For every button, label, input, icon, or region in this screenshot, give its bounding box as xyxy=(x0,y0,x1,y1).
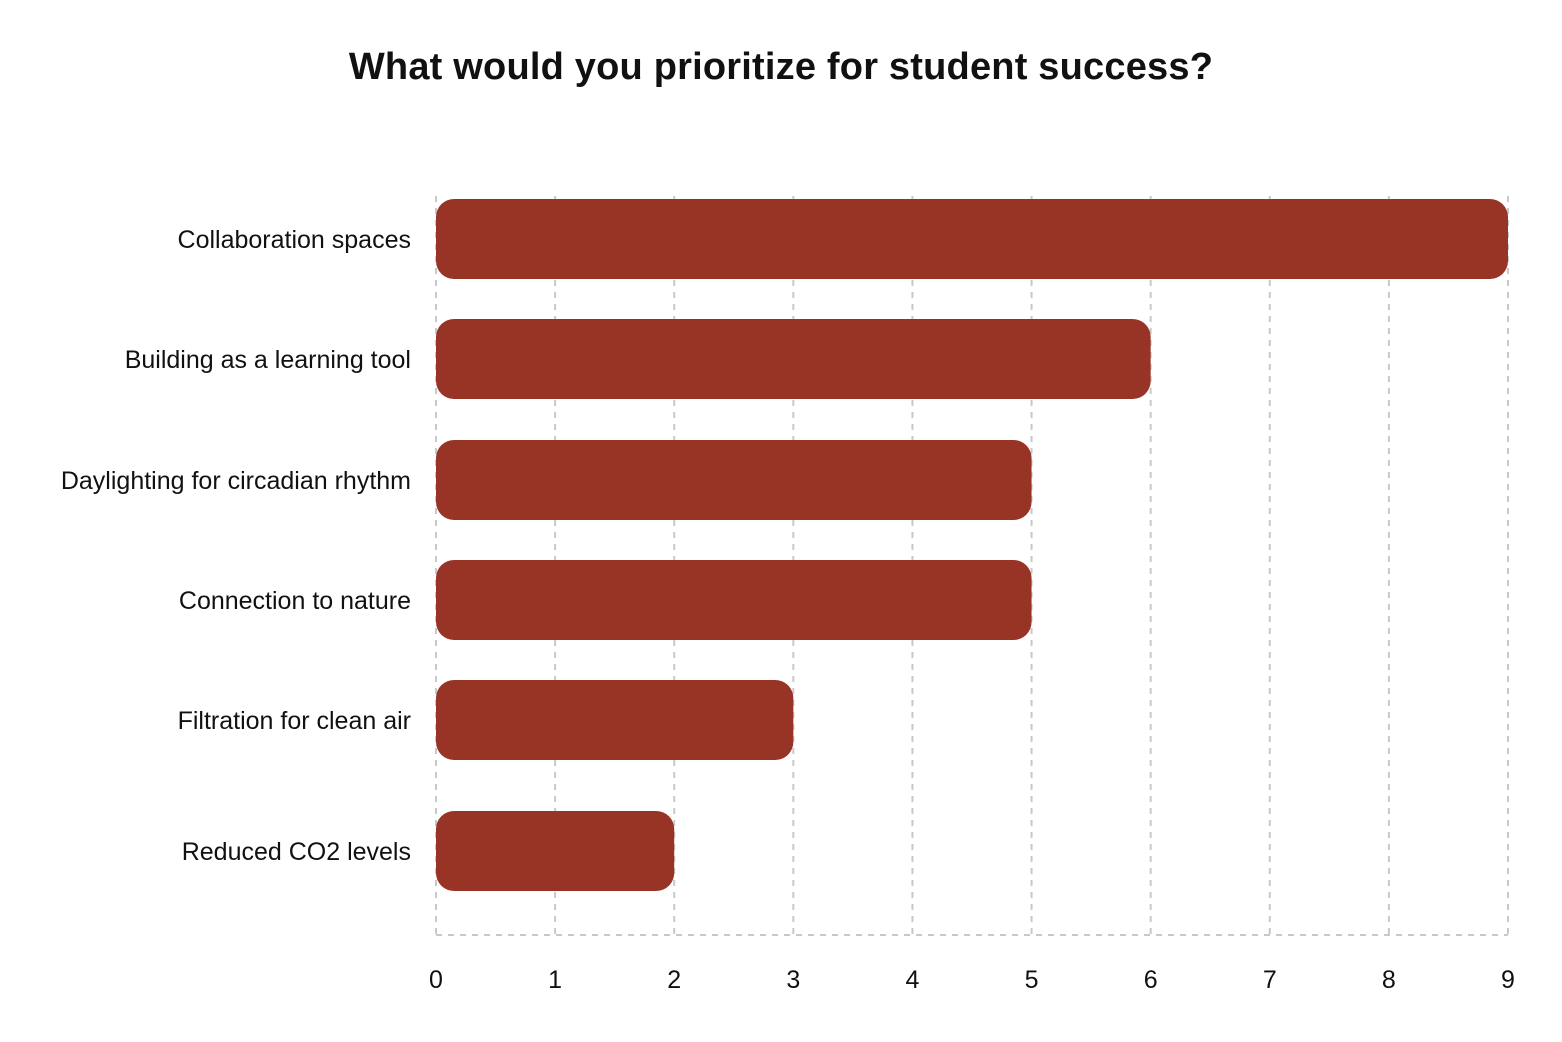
bar-daylighting-for-circadian-rhythm xyxy=(436,440,1032,520)
x-tick-label: 2 xyxy=(667,966,681,994)
category-labels: Collaboration spaces Building as a learni… xyxy=(61,226,411,866)
x-tick-label: 4 xyxy=(905,966,919,994)
bar-collaboration-spaces xyxy=(436,199,1508,279)
x-axis-tick-labels: 0 1 2 3 4 5 6 7 8 9 xyxy=(429,966,1515,994)
x-tick-label: 5 xyxy=(1025,966,1039,994)
x-tick-label: 7 xyxy=(1263,966,1277,994)
x-tick-label: 3 xyxy=(786,966,800,994)
category-label: Collaboration spaces xyxy=(178,226,411,254)
category-label: Filtration for clean air xyxy=(178,707,411,735)
x-tick-label: 8 xyxy=(1382,966,1396,994)
category-label: Daylighting for circadian rhythm xyxy=(61,467,411,495)
bar-connection-to-nature xyxy=(436,560,1032,640)
bar-building-as-a-learning-tool xyxy=(436,319,1151,399)
bar-filtration-for-clean-air xyxy=(436,680,794,760)
chart-title: What would you prioritize for student su… xyxy=(348,46,1214,88)
x-tick-label: 6 xyxy=(1144,966,1158,994)
bar-reduced-co2-levels xyxy=(436,811,675,891)
category-label: Reduced CO2 levels xyxy=(182,838,411,866)
category-label: Connection to nature xyxy=(179,587,411,615)
x-tick-label: 1 xyxy=(548,966,562,994)
bars xyxy=(436,199,1508,891)
category-label: Building as a learning tool xyxy=(125,346,411,374)
x-tick-label: 9 xyxy=(1501,966,1515,994)
x-tick-label: 0 xyxy=(429,966,443,994)
